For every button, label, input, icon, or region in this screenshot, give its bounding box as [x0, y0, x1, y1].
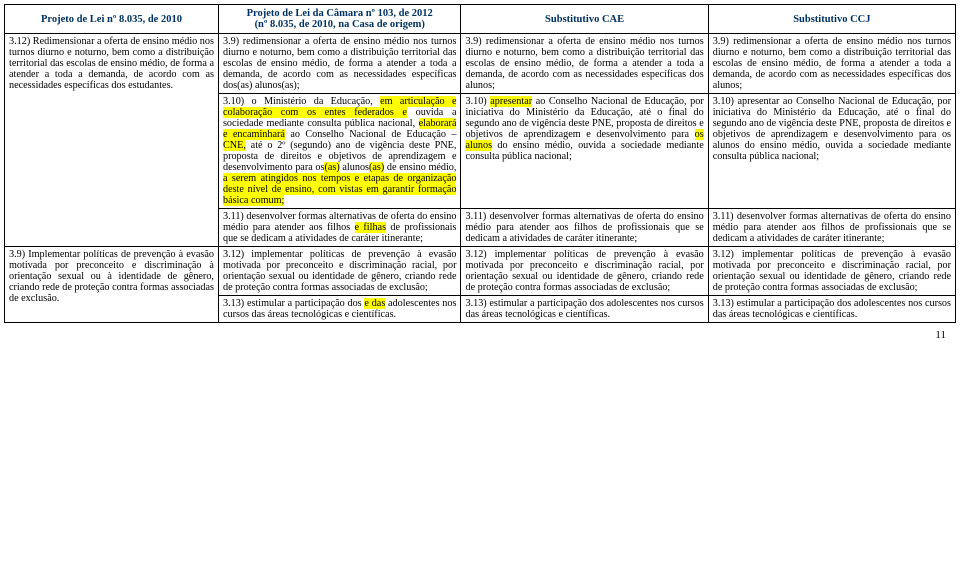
cell: 3.12) implementar políticas de prevenção…	[461, 247, 708, 296]
highlight: apresentar	[490, 96, 532, 107]
table-row: 3.12) Redimensionar a oferta de ensino m…	[5, 34, 956, 94]
cell: 3.11) desenvolver formas alternativas de…	[218, 209, 461, 247]
cell: 3.13) estimular a participação dos adole…	[708, 296, 955, 323]
cell: 3.12) Redimensionar a oferta de ensino m…	[5, 34, 219, 247]
cell: 3.12) implementar políticas de prevenção…	[708, 247, 955, 296]
highlight: CNE,	[223, 140, 246, 151]
cell: 3.9) Implementar políticas de prevenção …	[5, 247, 219, 323]
cell: 3.9) redimensionar a oferta de ensino mé…	[461, 34, 708, 94]
header-col1: Projeto de Lei nº 8.035, de 2010	[5, 5, 219, 34]
cell: 3.11) desenvolver formas alternativas de…	[461, 209, 708, 247]
table-row: 3.9) Implementar políticas de prevenção …	[5, 247, 956, 296]
header-col3: Substitutivo CAE	[461, 5, 708, 34]
header-col2: Projeto de Lei da Câmara nº 103, de 2012…	[218, 5, 461, 34]
cell: 3.9) redimensionar a oferta de ensino mé…	[218, 34, 461, 94]
cell: 3.10) apresentar ao Conselho Nacional de…	[461, 94, 708, 209]
cell: 3.10) apresentar ao Conselho Nacional de…	[708, 94, 955, 209]
cell: 3.13) estimular a participação dos adole…	[461, 296, 708, 323]
cell: 3.11) desenvolver formas alternativas de…	[708, 209, 955, 247]
cell: 3.10) o Ministério da Educação, em artic…	[218, 94, 461, 209]
header-col4: Substitutivo CCJ	[708, 5, 955, 34]
page-number: 11	[4, 323, 956, 341]
highlight: (as)	[369, 162, 384, 173]
highlight: e das	[364, 298, 385, 309]
cell: 3.9) redimensionar a oferta de ensino mé…	[708, 34, 955, 94]
cell: 3.12) implementar políticas de prevenção…	[218, 247, 461, 296]
table-header-row: Projeto de Lei nº 8.035, de 2010 Projeto…	[5, 5, 956, 34]
cell: 3.13) estimular a participação dos e das…	[218, 296, 461, 323]
highlight: a serem atingidos nos tempos e etapas de…	[223, 173, 457, 206]
highlight: (as)	[324, 162, 339, 173]
highlight: e filhas	[355, 222, 387, 233]
comparison-table: Projeto de Lei nº 8.035, de 2010 Projeto…	[4, 4, 956, 323]
